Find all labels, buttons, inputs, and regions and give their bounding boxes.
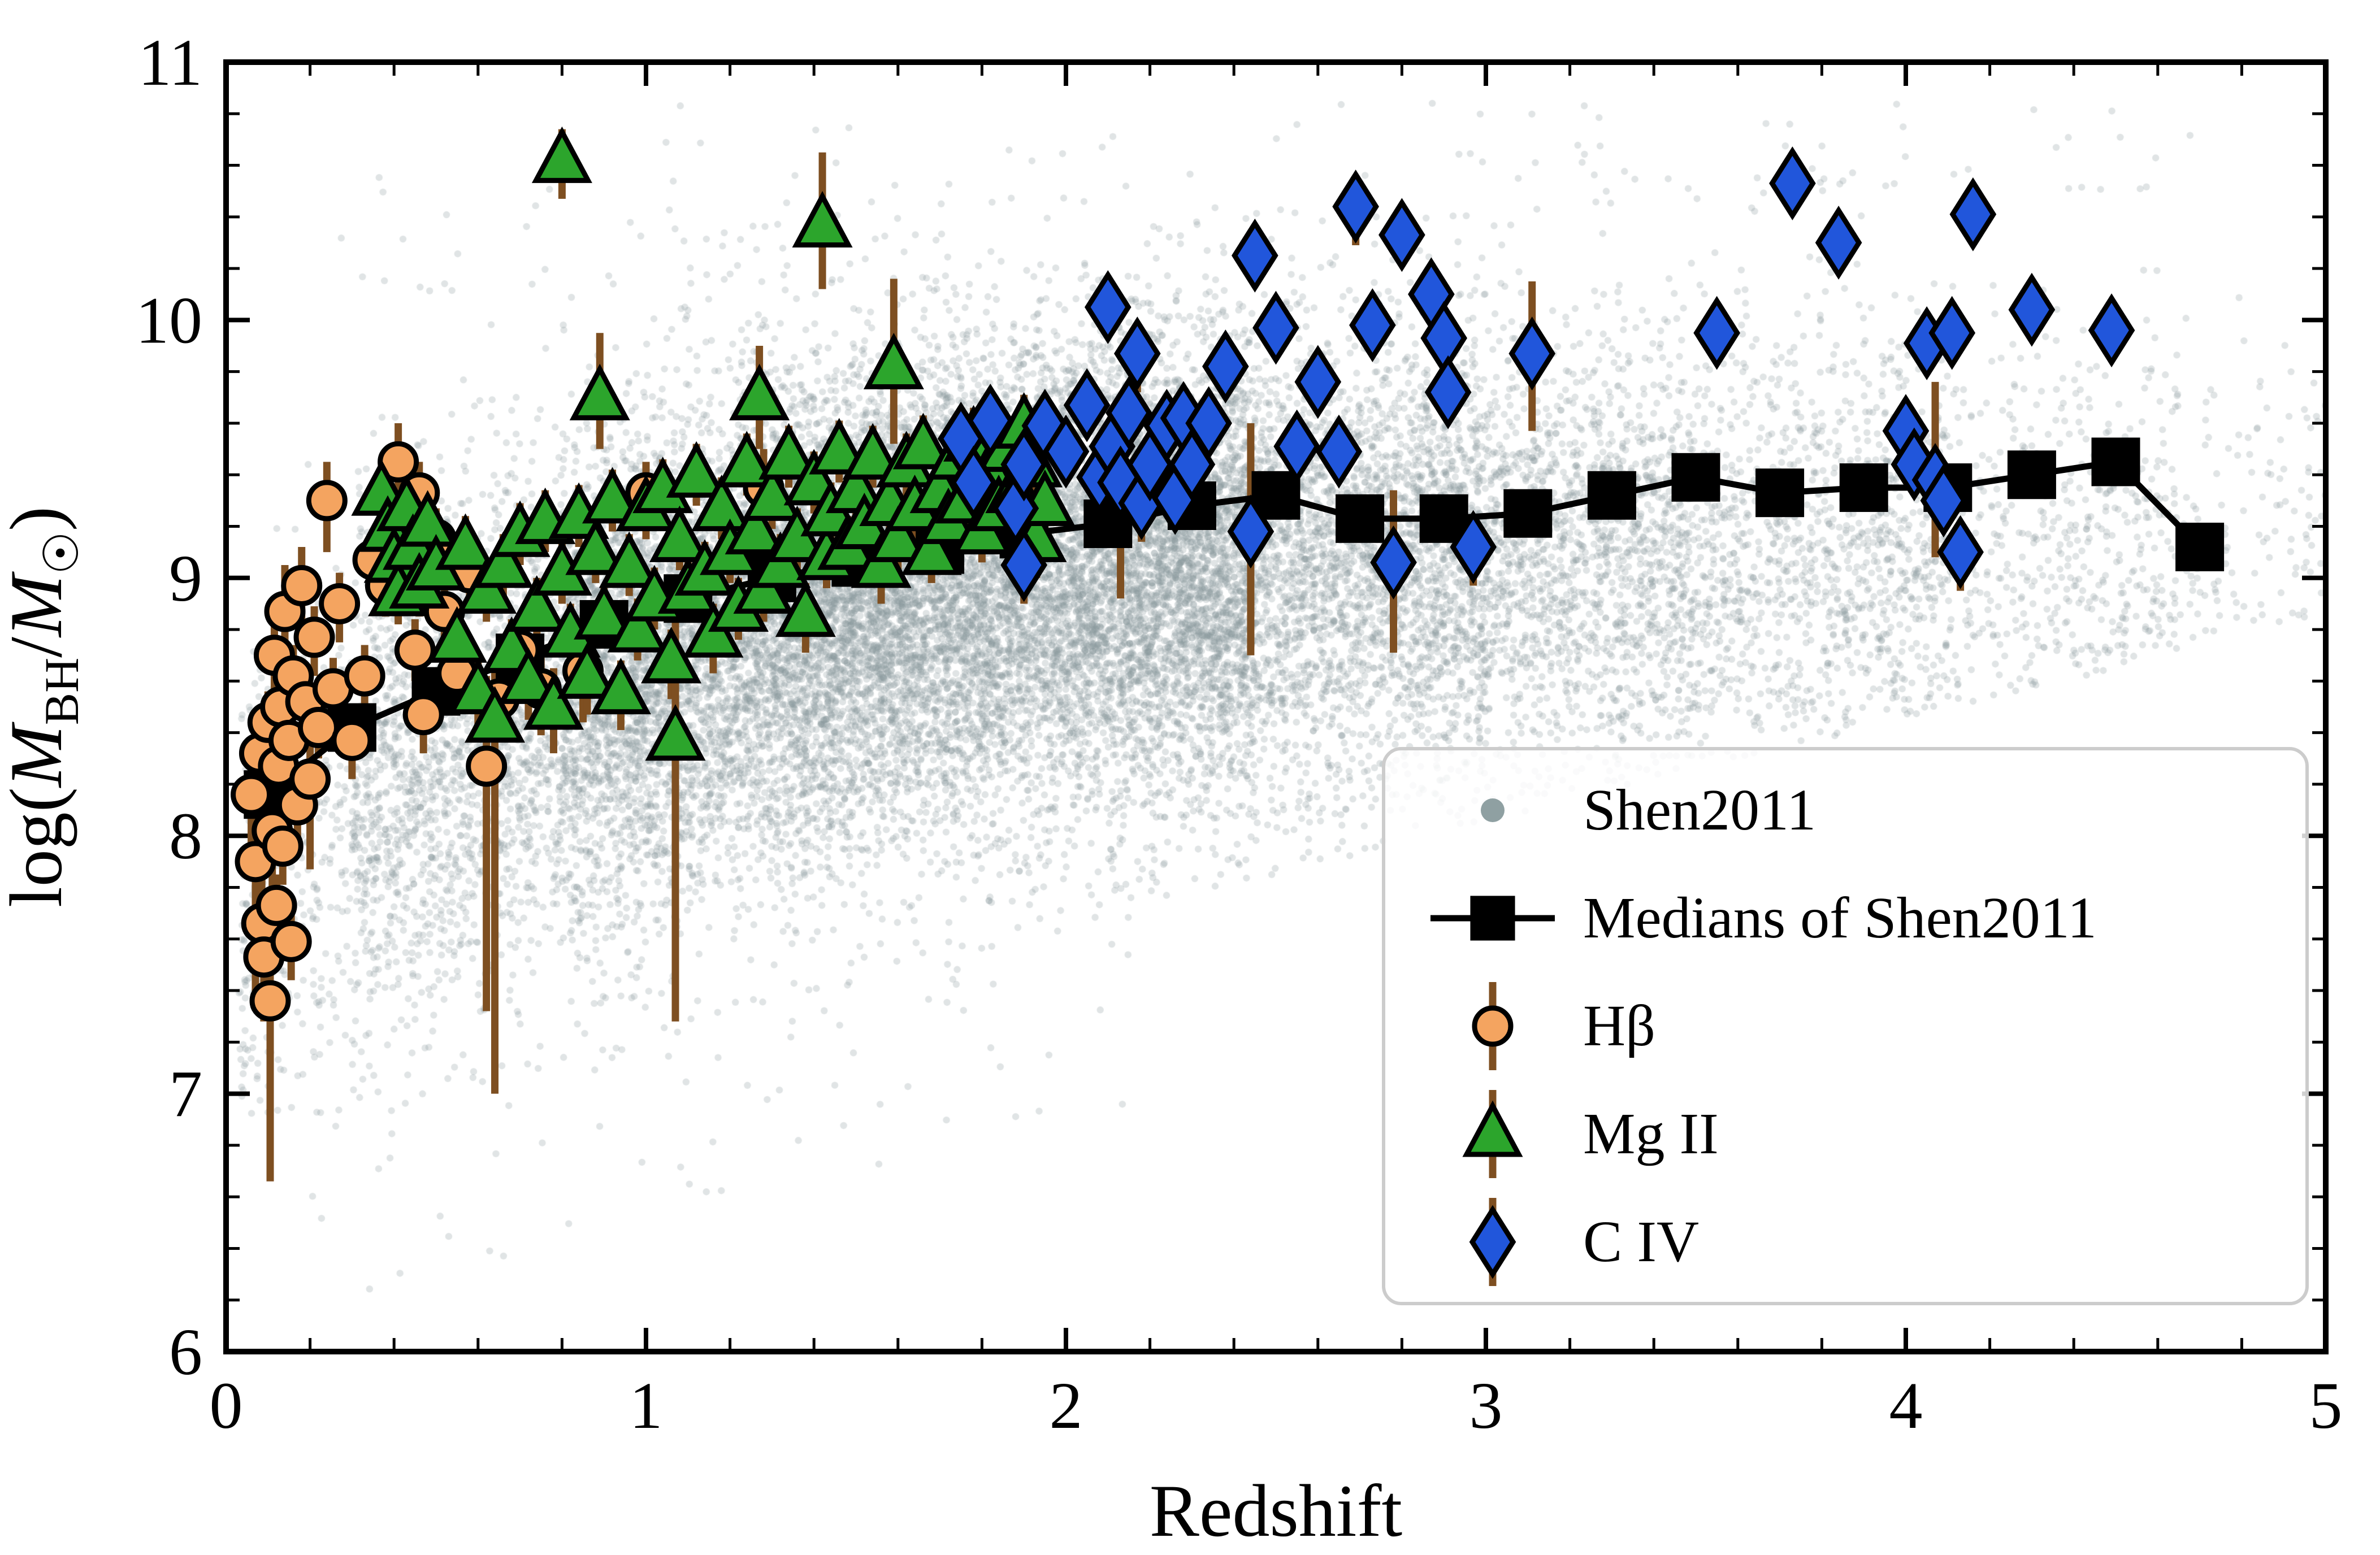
legend-label: Hβ — [1583, 993, 1656, 1058]
legend-item-civ: C IV — [1402, 1189, 2294, 1295]
legend-label: Mg II — [1583, 1101, 1719, 1167]
x-tick-label: 3 — [1469, 1369, 1503, 1443]
triangle-icon — [1402, 1083, 1583, 1185]
x-tick-label: 0 — [210, 1369, 243, 1443]
x-tick-label: 5 — [2309, 1369, 2343, 1443]
y-tick-labels: 6 7 8 9 10 11 — [136, 25, 202, 1389]
y-axis-label-part: log( — [0, 787, 77, 907]
legend-label: Shen2011 — [1583, 777, 1817, 842]
y-tick-label: 6 — [169, 1315, 202, 1389]
legend-item-shen2011: Shen2011 — [1402, 757, 2294, 863]
y-tick-label: 11 — [138, 25, 202, 99]
legend-label: C IV — [1583, 1209, 1700, 1275]
y-axis-label-part: M — [0, 721, 77, 788]
y-axis-label-part: BH — [34, 658, 89, 725]
y-tick-label: 7 — [169, 1057, 202, 1131]
y-tick-label: 10 — [136, 283, 202, 357]
x-tick-labels: 0 1 2 3 4 5 — [210, 1369, 2343, 1443]
circle-icon — [1402, 975, 1583, 1077]
x-tick-label: 2 — [1050, 1369, 1083, 1443]
x-axis-label: Redshift — [1150, 1469, 1402, 1552]
legend-item-hbeta: Hβ — [1402, 973, 2294, 1079]
x-tick-label: 1 — [630, 1369, 663, 1443]
y-axis-label: log(MBH/M☉) — [0, 506, 89, 907]
legend-label: Medians of Shen2011 — [1583, 885, 2097, 950]
legend: Shen2011 Medians of Shen2011 Hβ Mg II C IV — [1382, 747, 2309, 1305]
y-axis-label-part: / — [0, 637, 77, 658]
y-axis-label-part: ) — [0, 506, 77, 531]
line-square-icon — [1402, 867, 1583, 969]
y-tick-label: 9 — [169, 541, 202, 615]
legend-item-mgii: Mg II — [1402, 1081, 2294, 1187]
dot-icon — [1402, 759, 1583, 861]
series-civ — [937, 146, 2135, 602]
tick-marks — [224, 60, 2328, 1354]
y-tick-label: 8 — [169, 799, 202, 873]
y-axis-label-part: ☉ — [34, 531, 89, 575]
x-tick-label: 4 — [1889, 1369, 1923, 1443]
legend-item-medians: Medians of Shen2011 — [1402, 865, 2294, 971]
y-axis-label-part: M — [0, 571, 77, 638]
diamond-icon — [1402, 1191, 1583, 1293]
